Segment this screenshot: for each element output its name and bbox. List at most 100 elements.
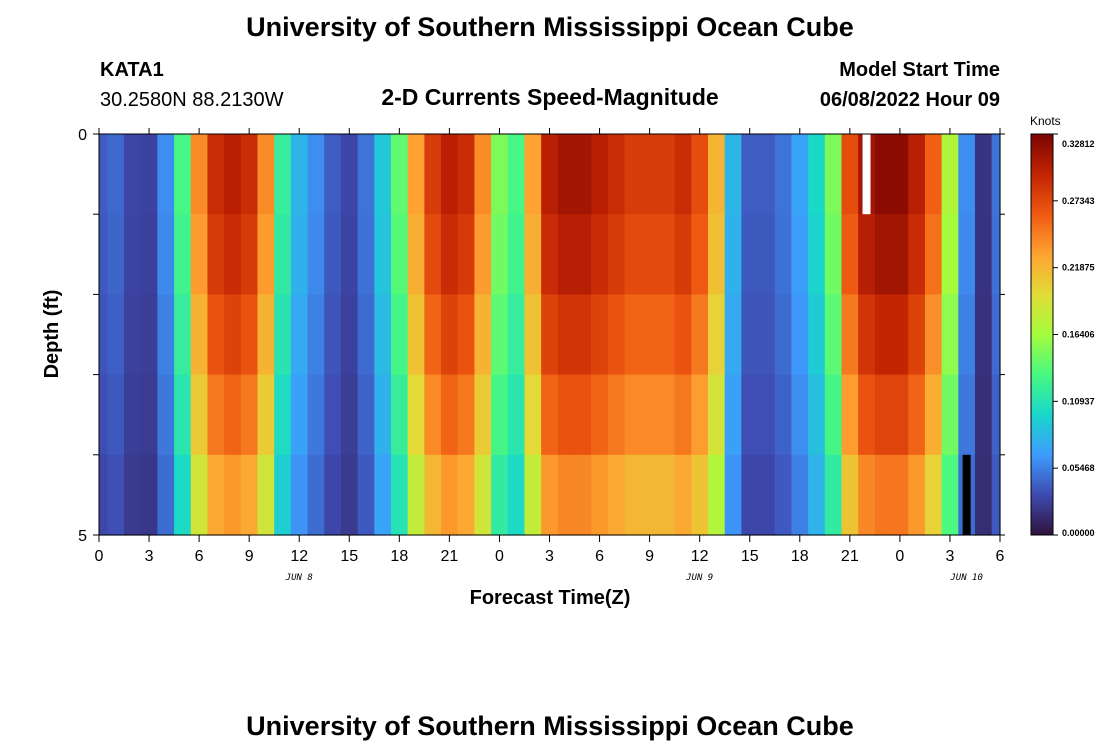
heatmap-cell — [657, 214, 676, 295]
heatmap-cell — [140, 134, 158, 215]
heatmap-cell — [124, 294, 142, 376]
heatmap-cell — [974, 294, 993, 376]
heatmap-cell — [908, 294, 926, 376]
heatmap-cell — [307, 214, 325, 295]
heatmap-cell — [457, 454, 476, 536]
x-axis: 0 3 6 9 12 15 18 21 0 3 6 9 12 15 18 21 0 3 6 JUN 8 JUN 9 JUN… — [95, 128, 1005, 583]
heatmap-cell — [774, 294, 793, 376]
heatmap-cell — [507, 134, 526, 215]
heatmap-cell — [174, 454, 192, 536]
heatmap-cell — [941, 214, 959, 295]
heatmap-cell — [257, 374, 275, 456]
heatmap-cell — [357, 294, 375, 376]
heatmap-cell — [390, 374, 409, 456]
y-axis: 05 — [78, 127, 1005, 545]
colorbar-tick-label: 0.32812 — [1062, 139, 1095, 149]
heatmap-cell — [858, 454, 876, 536]
heatmap-cell — [657, 134, 676, 215]
x-tick-label: 9 — [645, 548, 654, 565]
heatmap-cell — [941, 454, 959, 536]
heatmap-cell — [674, 134, 692, 215]
heatmap-cell — [307, 374, 325, 456]
heatmap-cell — [924, 134, 943, 215]
heatmap-cell — [641, 294, 659, 376]
heatmap-cell — [574, 134, 592, 215]
heatmap-cell — [290, 294, 309, 376]
heatmap-cell — [441, 214, 459, 295]
heatmap-cell — [974, 134, 993, 215]
x-tick-label: 21 — [841, 548, 859, 565]
heatmap-cell — [591, 134, 609, 215]
heatmap-cell — [808, 454, 826, 536]
heatmap-cell — [624, 134, 642, 215]
heatmap-cell — [274, 454, 292, 536]
colorbar-tick-label: 0.10937 — [1062, 396, 1095, 406]
heatmap-cell — [257, 134, 275, 215]
heatmap-cell — [474, 294, 492, 376]
heatmap-cell — [357, 214, 375, 295]
heatmap-cell — [307, 454, 325, 536]
heatmap-cell — [541, 294, 559, 376]
x-date-label: JUN 8 — [285, 573, 313, 583]
heatmap-cell — [340, 134, 359, 215]
heatmap-cell — [774, 454, 793, 536]
heatmap-cell — [908, 454, 926, 536]
heatmap-cell — [941, 134, 959, 215]
heatmap-cell — [874, 214, 893, 295]
heatmap-cell — [974, 374, 993, 456]
heatmap-cell — [290, 454, 309, 536]
heatmap-cell — [607, 214, 626, 295]
heatmap-cell — [374, 294, 392, 376]
heatmap-cell — [324, 374, 342, 456]
heatmap-cell — [758, 294, 776, 376]
station-coords: 30.2580N 88.2130W — [100, 89, 284, 111]
heatmap-cell — [758, 454, 776, 536]
heatmap-cell — [674, 374, 692, 456]
heatmap-cell — [274, 374, 292, 456]
heatmap-cell — [641, 374, 659, 456]
heatmap-cell — [841, 454, 859, 536]
heatmap-cell — [724, 454, 742, 536]
missing-data-marker — [962, 454, 971, 535]
heatmap-cell — [274, 214, 292, 295]
heatmap-cell — [891, 134, 909, 215]
heatmap-cell — [257, 294, 275, 376]
heatmap-cell — [140, 214, 158, 295]
heatmap-cell — [924, 294, 943, 376]
heatmap-cell — [991, 374, 1001, 456]
heatmap-cell — [991, 134, 1001, 215]
heatmap-cell — [340, 214, 359, 295]
heatmap-cell — [708, 294, 726, 376]
x-tick-label: 6 — [595, 548, 604, 565]
heatmap-cell — [874, 294, 893, 376]
heatmap-cell — [908, 374, 926, 456]
heatmap-cell — [441, 374, 459, 456]
heatmap-cell — [257, 454, 275, 536]
heatmap-cell — [140, 294, 158, 376]
colorbar-tick-label: 0.27343 — [1062, 196, 1095, 206]
heatmap-cell — [541, 374, 559, 456]
heatmap-cell — [240, 134, 259, 215]
heatmap-cell — [524, 374, 542, 456]
heatmap-cell — [407, 294, 425, 376]
colorbar-tick-label: 0.00000 — [1062, 528, 1095, 538]
heatmap-cell — [657, 374, 676, 456]
heatmap-cell — [724, 134, 742, 215]
heatmap-cell — [240, 454, 259, 536]
x-tick-label: 15 — [340, 548, 358, 565]
heatmap-cell — [491, 214, 509, 295]
heatmap-cell — [190, 294, 209, 376]
heatmap-cell — [791, 134, 809, 215]
heatmap-cell — [507, 374, 526, 456]
heatmap-cell — [157, 454, 175, 536]
heatmap-cell — [190, 134, 209, 215]
heatmap-cell — [741, 454, 759, 536]
heatmap-cell — [808, 374, 826, 456]
heatmap-cell — [140, 454, 158, 536]
heatmap-cell — [324, 214, 342, 295]
heatmap-cell — [674, 294, 692, 376]
heatmap-cells — [99, 134, 1001, 536]
colorbar-tick-label: 0.16406 — [1062, 330, 1095, 340]
heatmap-cell — [157, 374, 175, 456]
